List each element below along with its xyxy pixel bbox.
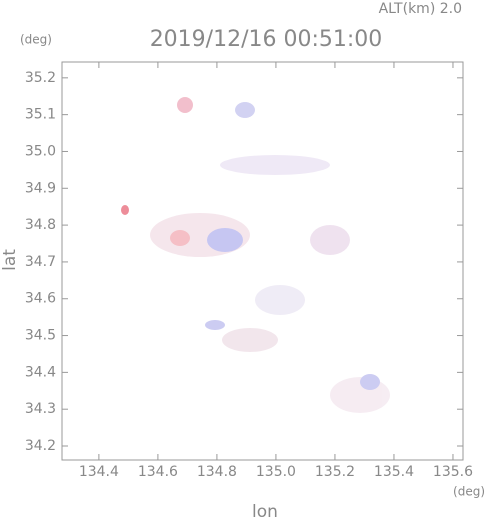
y-unit: (deg) [20, 33, 52, 47]
x-tick-label: 134.8 [197, 464, 237, 480]
x-tick-label: 134.6 [138, 464, 178, 480]
altitude: ALT(km) 2.0 [379, 1, 462, 17]
plot-frame [61, 61, 464, 461]
x-tick-label: 134.4 [79, 464, 119, 480]
x-tick-label: 135.2 [315, 464, 355, 480]
y-tick-label: 34.8 [25, 217, 56, 233]
x-axis-label: lon [252, 502, 278, 521]
y-tick-label: 35.0 [25, 143, 56, 159]
y-axis-label: lat [0, 249, 20, 271]
x-unit: (deg) [453, 485, 485, 499]
chart-title: 2019/12/16 00:51:00 [150, 27, 383, 52]
y-tick-label: 34.4 [25, 364, 56, 380]
y-tick-label: 34.2 [25, 438, 56, 454]
x-tick-label: 135.6 [433, 464, 473, 480]
y-tick-label: 34.7 [25, 254, 56, 270]
y-tick-label: 34.6 [25, 291, 56, 307]
y-tick-label: 34.5 [25, 328, 56, 344]
echo-imagery [121, 97, 390, 413]
x-tick-label: 135.4 [374, 464, 414, 480]
y-tick-label: 35.1 [25, 107, 56, 123]
y-tick-label: 34.9 [25, 180, 56, 196]
y-tick-label: 34.3 [25, 401, 56, 417]
y-tick-label: 35.2 [25, 70, 56, 86]
x-tick-label: 135.0 [256, 464, 296, 480]
